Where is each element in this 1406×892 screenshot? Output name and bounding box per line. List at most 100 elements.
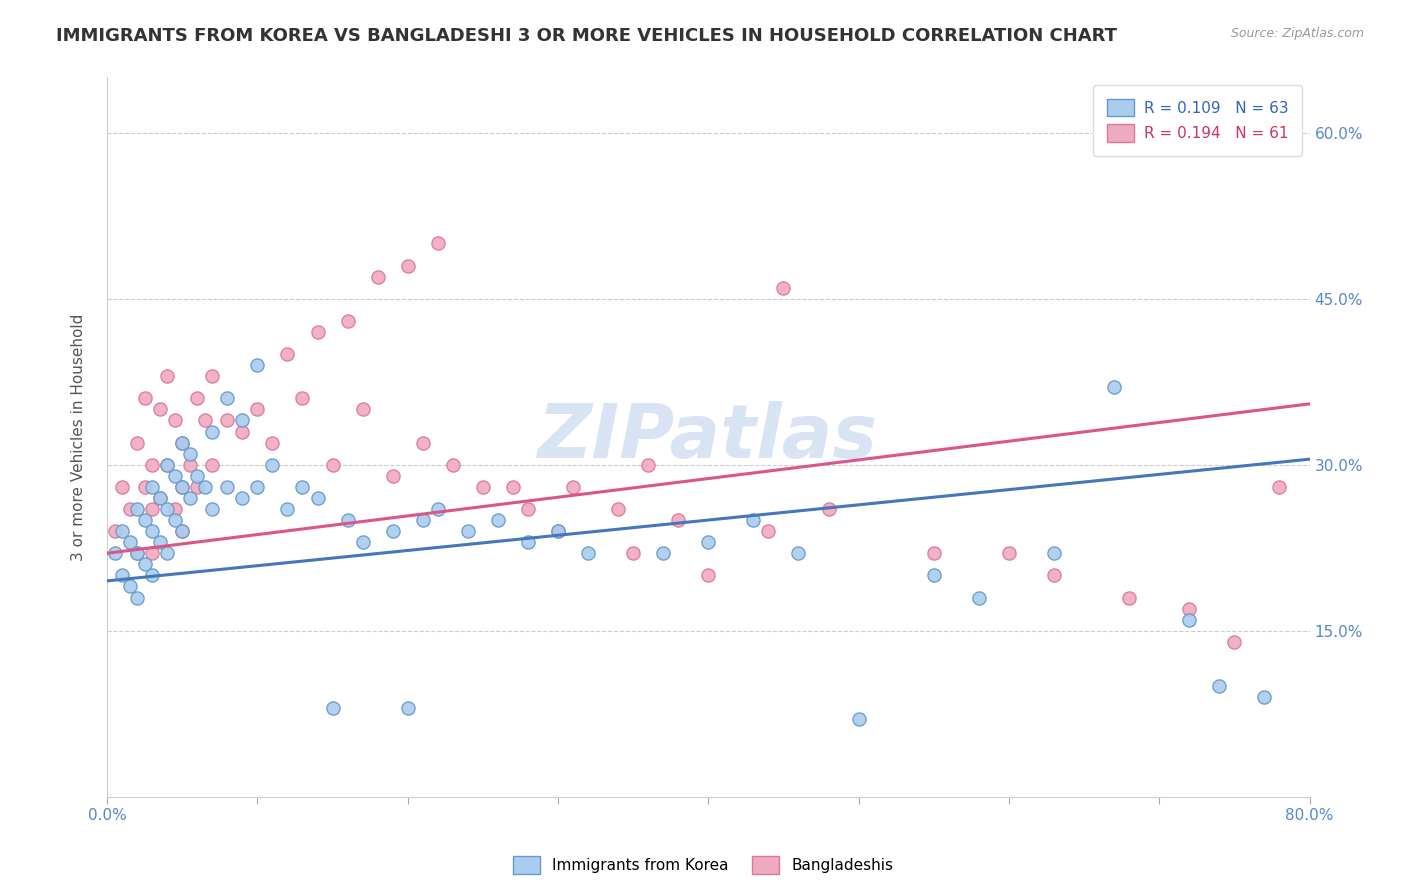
Point (134, 513, 156, 527)
Point (352, 402, 374, 417)
Point (426, 502, 449, 516)
Point (381, 524, 404, 538)
Point (967, 591, 990, 605)
Text: IMMIGRANTS FROM KOREA VS BANGLADESHI 3 OR MORE VEHICLES IN HOUSEHOLD CORRELATION: IMMIGRANTS FROM KOREA VS BANGLADESHI 3 O… (56, 27, 1118, 45)
Point (118, 535, 141, 549)
Point (141, 458, 163, 472)
Point (922, 546, 945, 560)
Point (163, 513, 186, 527)
Point (336, 513, 359, 527)
Point (156, 369, 179, 384)
Point (621, 546, 644, 560)
Point (186, 468, 208, 483)
Point (396, 259, 419, 273)
Point (381, 468, 404, 483)
Point (118, 502, 141, 516)
Point (111, 524, 134, 538)
Point (787, 546, 810, 560)
Point (1043, 546, 1066, 560)
Point (163, 468, 186, 483)
Point (217, 413, 239, 427)
Point (246, 358, 269, 372)
Point (172, 524, 194, 538)
Point (231, 413, 253, 427)
Point (172, 435, 194, 450)
Point (367, 269, 389, 284)
Point (322, 458, 344, 472)
Point (127, 546, 149, 560)
Point (1118, 591, 1140, 605)
Point (201, 502, 224, 516)
Point (141, 546, 163, 560)
Point (307, 491, 329, 505)
Point (127, 546, 149, 560)
Point (637, 458, 659, 472)
Point (742, 513, 765, 527)
Point (758, 524, 780, 538)
Point (562, 480, 585, 494)
Point (607, 502, 630, 516)
Point (194, 413, 217, 427)
Point (516, 502, 538, 516)
Point (576, 546, 599, 560)
Point (201, 425, 224, 439)
Point (172, 480, 194, 494)
Point (276, 502, 298, 516)
Point (186, 392, 208, 406)
Point (1208, 679, 1230, 693)
Text: Source: ZipAtlas.com: Source: ZipAtlas.com (1230, 27, 1364, 40)
Point (291, 392, 314, 406)
Point (149, 491, 172, 505)
Point (118, 579, 141, 593)
Point (322, 701, 344, 715)
Point (1223, 634, 1246, 648)
Point (516, 535, 538, 549)
Point (201, 369, 224, 384)
Point (262, 458, 284, 472)
Point (186, 480, 208, 494)
Point (998, 546, 1021, 560)
Point (262, 435, 284, 450)
Point (156, 546, 179, 560)
Point (547, 524, 569, 538)
Point (502, 480, 524, 494)
Point (217, 392, 239, 406)
Point (149, 535, 172, 549)
Point (307, 325, 329, 339)
Text: ZIPatlas: ZIPatlas (538, 401, 879, 474)
Point (412, 513, 434, 527)
Point (179, 491, 201, 505)
Point (1268, 480, 1291, 494)
Point (1043, 568, 1066, 582)
Point (336, 314, 359, 328)
Point (134, 480, 156, 494)
Point (217, 480, 239, 494)
Point (141, 568, 163, 582)
Point (156, 502, 179, 516)
Point (246, 402, 269, 417)
Point (103, 524, 125, 538)
Point (441, 458, 464, 472)
Point (194, 480, 217, 494)
Point (179, 447, 201, 461)
Point (697, 568, 720, 582)
Point (547, 524, 569, 538)
Point (172, 524, 194, 538)
Point (457, 524, 479, 538)
Legend: Immigrants from Korea, Bangladeshis: Immigrants from Korea, Bangladeshis (506, 850, 900, 880)
Point (1253, 690, 1275, 704)
Point (1178, 601, 1201, 615)
Point (141, 502, 163, 516)
Point (1102, 380, 1125, 394)
Point (817, 502, 839, 516)
Point (276, 347, 298, 361)
Point (412, 435, 434, 450)
Point (111, 480, 134, 494)
Point (231, 491, 253, 505)
Point (156, 458, 179, 472)
Point (291, 480, 314, 494)
Point (246, 480, 269, 494)
Point (172, 480, 194, 494)
Point (231, 425, 253, 439)
Point (141, 480, 163, 494)
